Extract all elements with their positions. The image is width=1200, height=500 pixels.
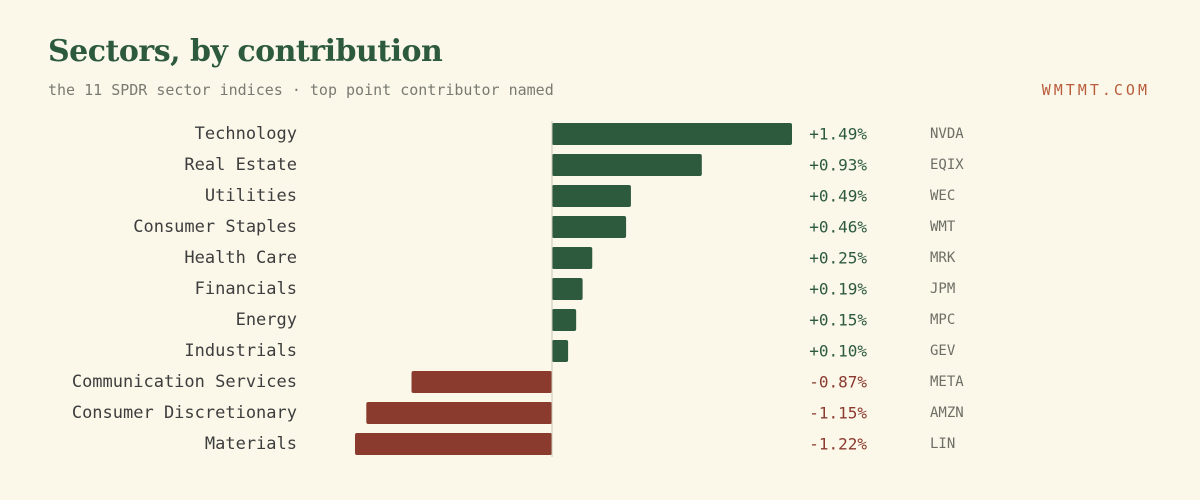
- page-subtitle: the 11 SPDR sector indices · top point c…: [48, 81, 554, 99]
- value-label: +0.25%: [809, 249, 867, 268]
- top-contributor-ticker: MPC: [930, 312, 955, 328]
- top-contributor-ticker: WEC: [930, 188, 955, 204]
- value-label: +0.15%: [809, 311, 867, 330]
- value-label: -0.87%: [809, 373, 867, 392]
- top-contributor-ticker: JPM: [930, 281, 955, 297]
- category-label: Communication Services: [72, 372, 297, 392]
- top-contributor-ticker: META: [930, 374, 964, 390]
- bar-energy: [552, 309, 577, 331]
- category-label: Industrials: [184, 341, 297, 361]
- category-label: Energy: [236, 310, 297, 330]
- bar-technology: [552, 123, 792, 145]
- bar-health-care: [552, 247, 593, 269]
- bar-communication-services: [411, 371, 552, 393]
- top-contributor-ticker: NVDA: [930, 126, 964, 142]
- bar-consumer-staples: [552, 216, 627, 238]
- bar-utilities: [552, 185, 631, 207]
- value-label: +0.49%: [809, 187, 867, 206]
- bar-materials: [355, 433, 552, 455]
- page-title: Sectors, by contribution: [48, 34, 443, 69]
- value-label: -1.15%: [809, 404, 867, 423]
- category-label: Health Care: [184, 248, 297, 268]
- value-label: +1.49%: [809, 125, 867, 144]
- category-label: Technology: [195, 124, 297, 144]
- category-label: Financials: [195, 279, 297, 299]
- value-label: +0.10%: [809, 342, 867, 361]
- value-label: -1.22%: [809, 435, 867, 454]
- value-label: +0.19%: [809, 280, 867, 299]
- category-label: Consumer Discretionary: [72, 403, 297, 423]
- bar-industrials: [552, 340, 569, 362]
- value-label: +0.46%: [809, 218, 867, 237]
- top-contributor-ticker: AMZN: [930, 405, 964, 421]
- category-label: Utilities: [205, 186, 297, 206]
- category-label: Real Estate: [184, 155, 297, 175]
- top-contributor-ticker: WMT: [930, 219, 956, 235]
- bar-consumer-discretionary: [366, 402, 552, 424]
- category-label: Consumer Staples: [133, 217, 297, 237]
- brand-link[interactable]: WMTMT.COM: [1041, 81, 1150, 99]
- top-contributor-ticker: GEV: [930, 343, 956, 359]
- category-label: Materials: [205, 434, 297, 454]
- top-contributor-ticker: EQIX: [930, 157, 964, 173]
- top-contributor-ticker: MRK: [930, 250, 956, 266]
- bar-financials: [552, 278, 583, 300]
- bar-real-estate: [552, 154, 702, 176]
- value-label: +0.93%: [809, 156, 867, 175]
- top-contributor-ticker: LIN: [930, 436, 955, 452]
